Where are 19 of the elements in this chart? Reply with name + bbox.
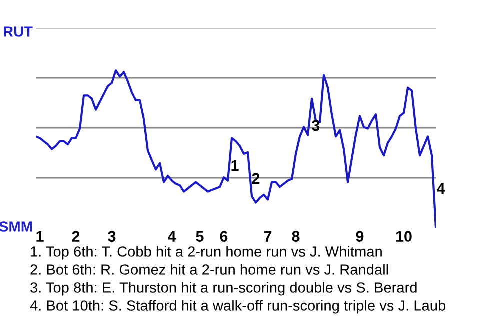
x-tick-label: 6: [220, 231, 228, 242]
x-tick-label: 2: [72, 231, 80, 242]
text: 3. Top 8th: E. Thurston hit a run-scoring double vs S. Berard: [30, 282, 417, 296]
text: 4: [436, 183, 446, 194]
annotation: 1: [232, 160, 239, 171]
annotation: 2: [252, 173, 260, 184]
x-tick-label: 4: [168, 231, 176, 242]
x-tick-label: 10: [396, 231, 412, 242]
text: 4. Bot 10th: S. Stafford hit a walk-off run-scoring triple vs J. Laub: [30, 300, 446, 314]
annotation: 3: [312, 120, 320, 132]
text: 1. Top 6th: T. Cobb hit a 2-run home run vs J. Whitman: [31, 246, 382, 260]
x-tick-label: 9: [356, 231, 364, 242]
x-tick-label: 3: [108, 231, 116, 242]
x-tick-label: 5: [196, 231, 204, 242]
text: 2. Bot 6th: R. Gomez hit a 2-run home run vs J. Randall: [30, 264, 388, 275]
x-tick-label: 8: [292, 231, 300, 242]
x-tick-label: 1: [36, 231, 44, 242]
text: RUT: [4, 26, 33, 37]
x-tick-label: 7: [264, 231, 272, 242]
